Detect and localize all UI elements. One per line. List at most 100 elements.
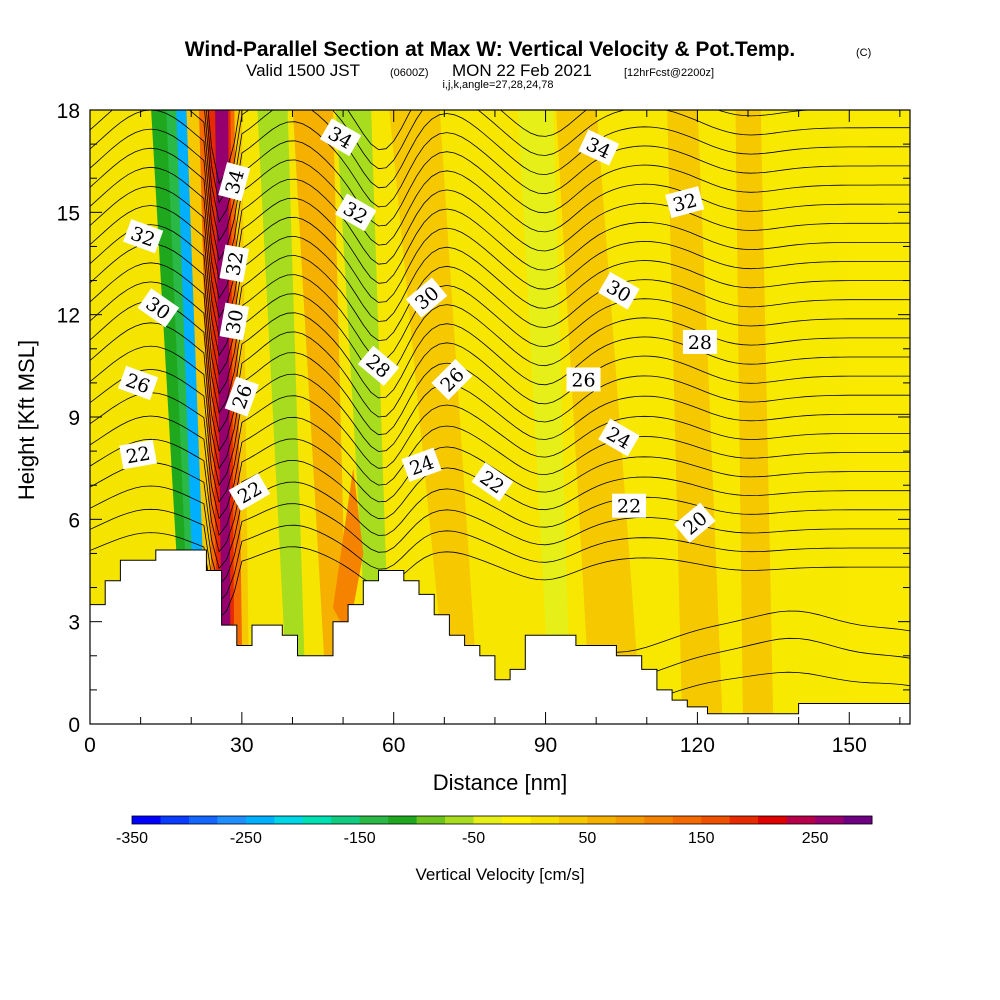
theta-label-text: 26 <box>571 369 595 391</box>
theta-label-box <box>319 118 362 157</box>
theta-label-box <box>401 447 442 482</box>
theta-label-box <box>219 244 250 283</box>
subtitle-date: MON 22 Feb 2021 <box>452 61 592 80</box>
w-band-lee-down <box>335 110 392 724</box>
theta-label-box <box>665 186 705 219</box>
theta-label-box <box>431 358 473 400</box>
y-tick-label: 15 <box>57 202 80 225</box>
theta-label-box <box>612 493 647 518</box>
x-tick-label: 0 <box>84 734 96 757</box>
theta-label-box <box>119 439 157 470</box>
theta-label-box <box>578 129 620 166</box>
colorbar-swatch <box>729 816 759 824</box>
subtitle-valid: Valid 1500 JST <box>246 61 360 80</box>
x-axis-label: Distance [nm] <box>433 770 568 795</box>
chart-title: Wind-Parallel Section at Max W: Vertical… <box>185 38 796 61</box>
theta-label-box <box>228 473 271 511</box>
y-tick-label: 18 <box>57 100 80 123</box>
vertical-velocity-field <box>151 110 774 724</box>
colorbar-swatch <box>615 816 645 824</box>
theta-label-text: 22 <box>617 496 641 518</box>
colorbar: -350 -250 -150 -50 50 150 250 <box>116 815 873 847</box>
colorbar-swatch <box>502 816 531 824</box>
theta-contour-line <box>90 262 910 414</box>
theta-label-box <box>218 162 251 202</box>
y-tick-label: 6 <box>68 509 80 532</box>
subtitle-fcst: [12hrFcst@2200z] <box>624 67 714 79</box>
chart-title-mark: (C) <box>856 47 871 59</box>
x-tick-label: 90 <box>534 734 557 757</box>
axis-ticks: 0 30 60 90 120 150 0 3 6 9 12 15 18 <box>57 100 910 757</box>
colorbar-swatch <box>644 816 674 824</box>
theta-contour-line <box>90 205 910 357</box>
colorbar-swatch <box>388 816 418 824</box>
w-band-secondary-down <box>257 110 307 724</box>
theta-contour-line <box>90 485 910 586</box>
theta-contour-line <box>90 345 910 487</box>
colorbar-swatch <box>530 816 560 824</box>
w-band-lee-up <box>389 110 480 724</box>
w-patch-lee <box>332 468 364 636</box>
colorbar-swatch <box>245 816 275 824</box>
y-axis-label: Height [Kft MSL] <box>14 340 39 500</box>
theta-contour-label: 32 <box>123 219 164 254</box>
theta-contour-label: 30 <box>219 302 250 341</box>
colorbar-swatch <box>701 816 731 824</box>
x-tick-label: 60 <box>382 734 405 757</box>
theta-contour-line <box>90 300 910 452</box>
theta-contour-line <box>90 368 910 503</box>
colorbar-tick-label: -150 <box>344 830 376 847</box>
theta-contour-line <box>90 224 910 376</box>
theta-contour-label: 32 <box>219 244 250 283</box>
colorbar-tick-label: -350 <box>116 830 148 847</box>
x-tick-label: 120 <box>680 734 715 757</box>
colorbar-swatch <box>217 816 247 824</box>
colorbar-swatch <box>416 816 446 824</box>
y-tick-label: 12 <box>57 305 80 328</box>
y-tick-label: 3 <box>68 612 80 635</box>
theta-contour-line <box>90 110 910 242</box>
colorbar-swatch <box>587 816 617 824</box>
theta-label-box <box>123 219 164 254</box>
theta-contour-line <box>90 322 910 470</box>
colorbar-tick-label: 250 <box>802 830 829 847</box>
theta-contour-line <box>90 508 910 603</box>
theta-contour-line <box>90 243 910 395</box>
theta-label-text: 32 <box>222 250 248 278</box>
theta-contour-label: 22 <box>612 493 647 518</box>
theta-contour-line <box>90 462 910 570</box>
w-band-far-down <box>518 110 571 724</box>
colorbar-swatch <box>558 816 588 824</box>
theta-label-box <box>674 502 716 543</box>
theta-label-box <box>137 288 180 328</box>
theta-label-box <box>405 277 448 318</box>
theta-label-box <box>598 271 640 310</box>
colorbar-swatch <box>274 816 304 824</box>
theta-label-text: 22 <box>124 443 152 469</box>
colorbar-swatch <box>132 816 161 824</box>
theta-contour-label: 26 <box>118 365 159 400</box>
theta-contour-line <box>90 281 910 433</box>
colorbar-tick-label: -50 <box>462 830 485 847</box>
x-tick-label: 30 <box>230 734 253 757</box>
subtitle-utc: (0600Z) <box>390 67 429 79</box>
colorbar-tick-label: -250 <box>230 830 262 847</box>
theta-contour-label: 24 <box>401 447 442 482</box>
theta-label-box <box>357 345 400 386</box>
terrain <box>90 549 910 724</box>
y-tick-label: 0 <box>68 714 80 737</box>
colorbar-swatch <box>445 816 475 824</box>
theta-contour-label: 22 <box>119 439 157 470</box>
colorbar-swatch <box>786 816 816 824</box>
colorbar-label: Vertical Velocity [cm/s] <box>415 865 584 884</box>
theta-label-box <box>566 367 601 392</box>
subtitle-params: i,j,k,angle=27,28,24,78 <box>442 79 553 91</box>
theta-contour-line <box>90 532 910 620</box>
w-band-far-up-2 <box>667 110 723 724</box>
theta-label-box <box>335 193 377 232</box>
x-tick-label: 150 <box>832 734 867 757</box>
theta-contour-label: 34 <box>218 162 251 202</box>
w-band-secondary-up <box>292 110 349 724</box>
